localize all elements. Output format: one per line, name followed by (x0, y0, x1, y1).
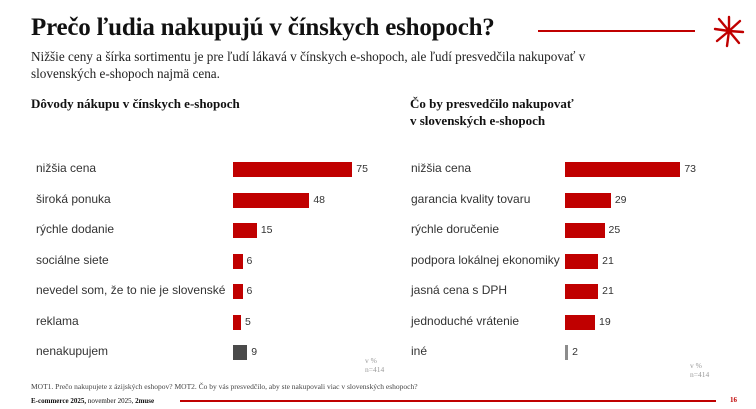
bar (565, 162, 681, 177)
left-chart-title: Dôvody nákupu v čínskych e-shopoch (31, 96, 240, 111)
source-title: E-commerce 2025, (31, 397, 87, 405)
sample-size-label: n=414 (365, 365, 385, 374)
bar (565, 345, 569, 360)
bar-row: nižšia cena 73 (411, 161, 741, 177)
bar (233, 345, 248, 360)
title-divider (538, 30, 695, 32)
bar-value: 25 (608, 224, 621, 236)
bar-row: garancia kvality tovaru 29 (411, 191, 741, 208)
bar-label: garancia kvality tovaru (411, 191, 531, 206)
bar-row: jasná cena s DPH 21 (411, 283, 741, 299)
bar-value: 21 (602, 254, 614, 267)
source-date: november 2025, (86, 397, 136, 405)
bar (233, 192, 310, 208)
bar-label: nižšia cena (36, 161, 97, 175)
bar-value: 9 (251, 346, 258, 358)
bar-row: rýchle dodanie 15 (36, 222, 376, 238)
bar-label: nižšia cena (411, 161, 472, 175)
bar-value: 6 (246, 254, 253, 267)
source-credit: E-commerce 2025, november 2025, 2muse (31, 397, 154, 405)
bar (565, 284, 599, 299)
page-title: Prečo ľudia nakupujú v čínskych eshopoch… (31, 14, 495, 41)
bar (233, 162, 353, 177)
bar-label: nenakupujem (36, 344, 109, 358)
bar-value: 2 (572, 346, 578, 358)
right-bar-chart: nižšia cena 73 garancia kvality tovaru 29 rý… (411, 161, 741, 362)
bar-row: reklama 5 (36, 313, 376, 330)
page-subtitle: Nižšie ceny a šírka sortimentu je pre ľu… (31, 49, 586, 81)
bar-value: 73 (684, 163, 697, 175)
bar-row: nenakupujem 9 (36, 344, 376, 360)
bar-row: široká ponuka 48 (36, 191, 376, 208)
bar-label: rýchle doručenie (411, 222, 500, 236)
footer-divider (180, 400, 716, 402)
right-chart-title-line2: v slovenských e-shopoch (410, 113, 546, 128)
bar-label: nevedel som, že to nie je slovenské (36, 283, 226, 297)
unit-label: v % (690, 361, 702, 370)
bar-label: jasná cena s DPH (411, 283, 508, 297)
bar (233, 253, 243, 269)
bar-label: sociálne siete (36, 252, 109, 267)
bar-label: rýchle dodanie (36, 222, 115, 236)
bar-value: 5 (244, 315, 251, 328)
left-bar-chart: nižšia cena 75 široká ponuka 48 rýchle dodan… (36, 161, 376, 362)
right-chart-title: Čo by presvedčilo nakupovať v slovenskýc… (410, 95, 574, 129)
asterisk-burst-icon (713, 15, 745, 48)
bar-value: 48 (313, 193, 325, 206)
left-unit-note: v % n=414 (365, 356, 384, 374)
bar (565, 223, 605, 238)
right-chart-title-line1: Čo by presvedčilo nakupovať (410, 96, 574, 111)
question-footnote: MOT1. Prečo nakupujete z ázijských eshop… (31, 382, 418, 391)
bar-label: podpora lokálnej ekonomiky (411, 252, 560, 267)
bar-row: jednoduché vrátenie 19 (411, 313, 741, 330)
bar (565, 192, 611, 208)
bar (565, 314, 596, 330)
bar-value: 15 (260, 224, 273, 236)
bar-row: iné 2 (411, 344, 741, 360)
bar-row: nižšia cena 75 (36, 161, 376, 177)
bar-row: rýchle doručenie 25 (411, 222, 741, 238)
bar-label: jednoduché vrátenie (411, 313, 520, 328)
unit-label: v % (365, 356, 377, 365)
bar-row: sociálne siete 6 (36, 252, 376, 269)
bar-row: nevedel som, že to nie je slovenské 6 (36, 283, 376, 299)
sample-size-label: n=414 (690, 370, 710, 379)
page-number: 16 (730, 396, 737, 404)
bar-value: 19 (599, 315, 611, 328)
bar-value: 75 (356, 163, 368, 175)
bar-label: široká ponuka (36, 191, 111, 206)
bar (233, 314, 241, 330)
bar-label: iné (411, 344, 428, 358)
bar (233, 284, 243, 299)
source-brand: 2muse (135, 397, 155, 405)
bar-value: 21 (602, 285, 614, 297)
bar-label: reklama (36, 313, 79, 328)
right-unit-note: v % n=414 (690, 361, 709, 379)
bar (233, 223, 257, 238)
bar-value: 6 (246, 285, 253, 297)
bar-value: 29 (614, 193, 627, 206)
bar-row: podpora lokálnej ekonomiky 21 (411, 252, 741, 269)
bar (565, 253, 599, 269)
